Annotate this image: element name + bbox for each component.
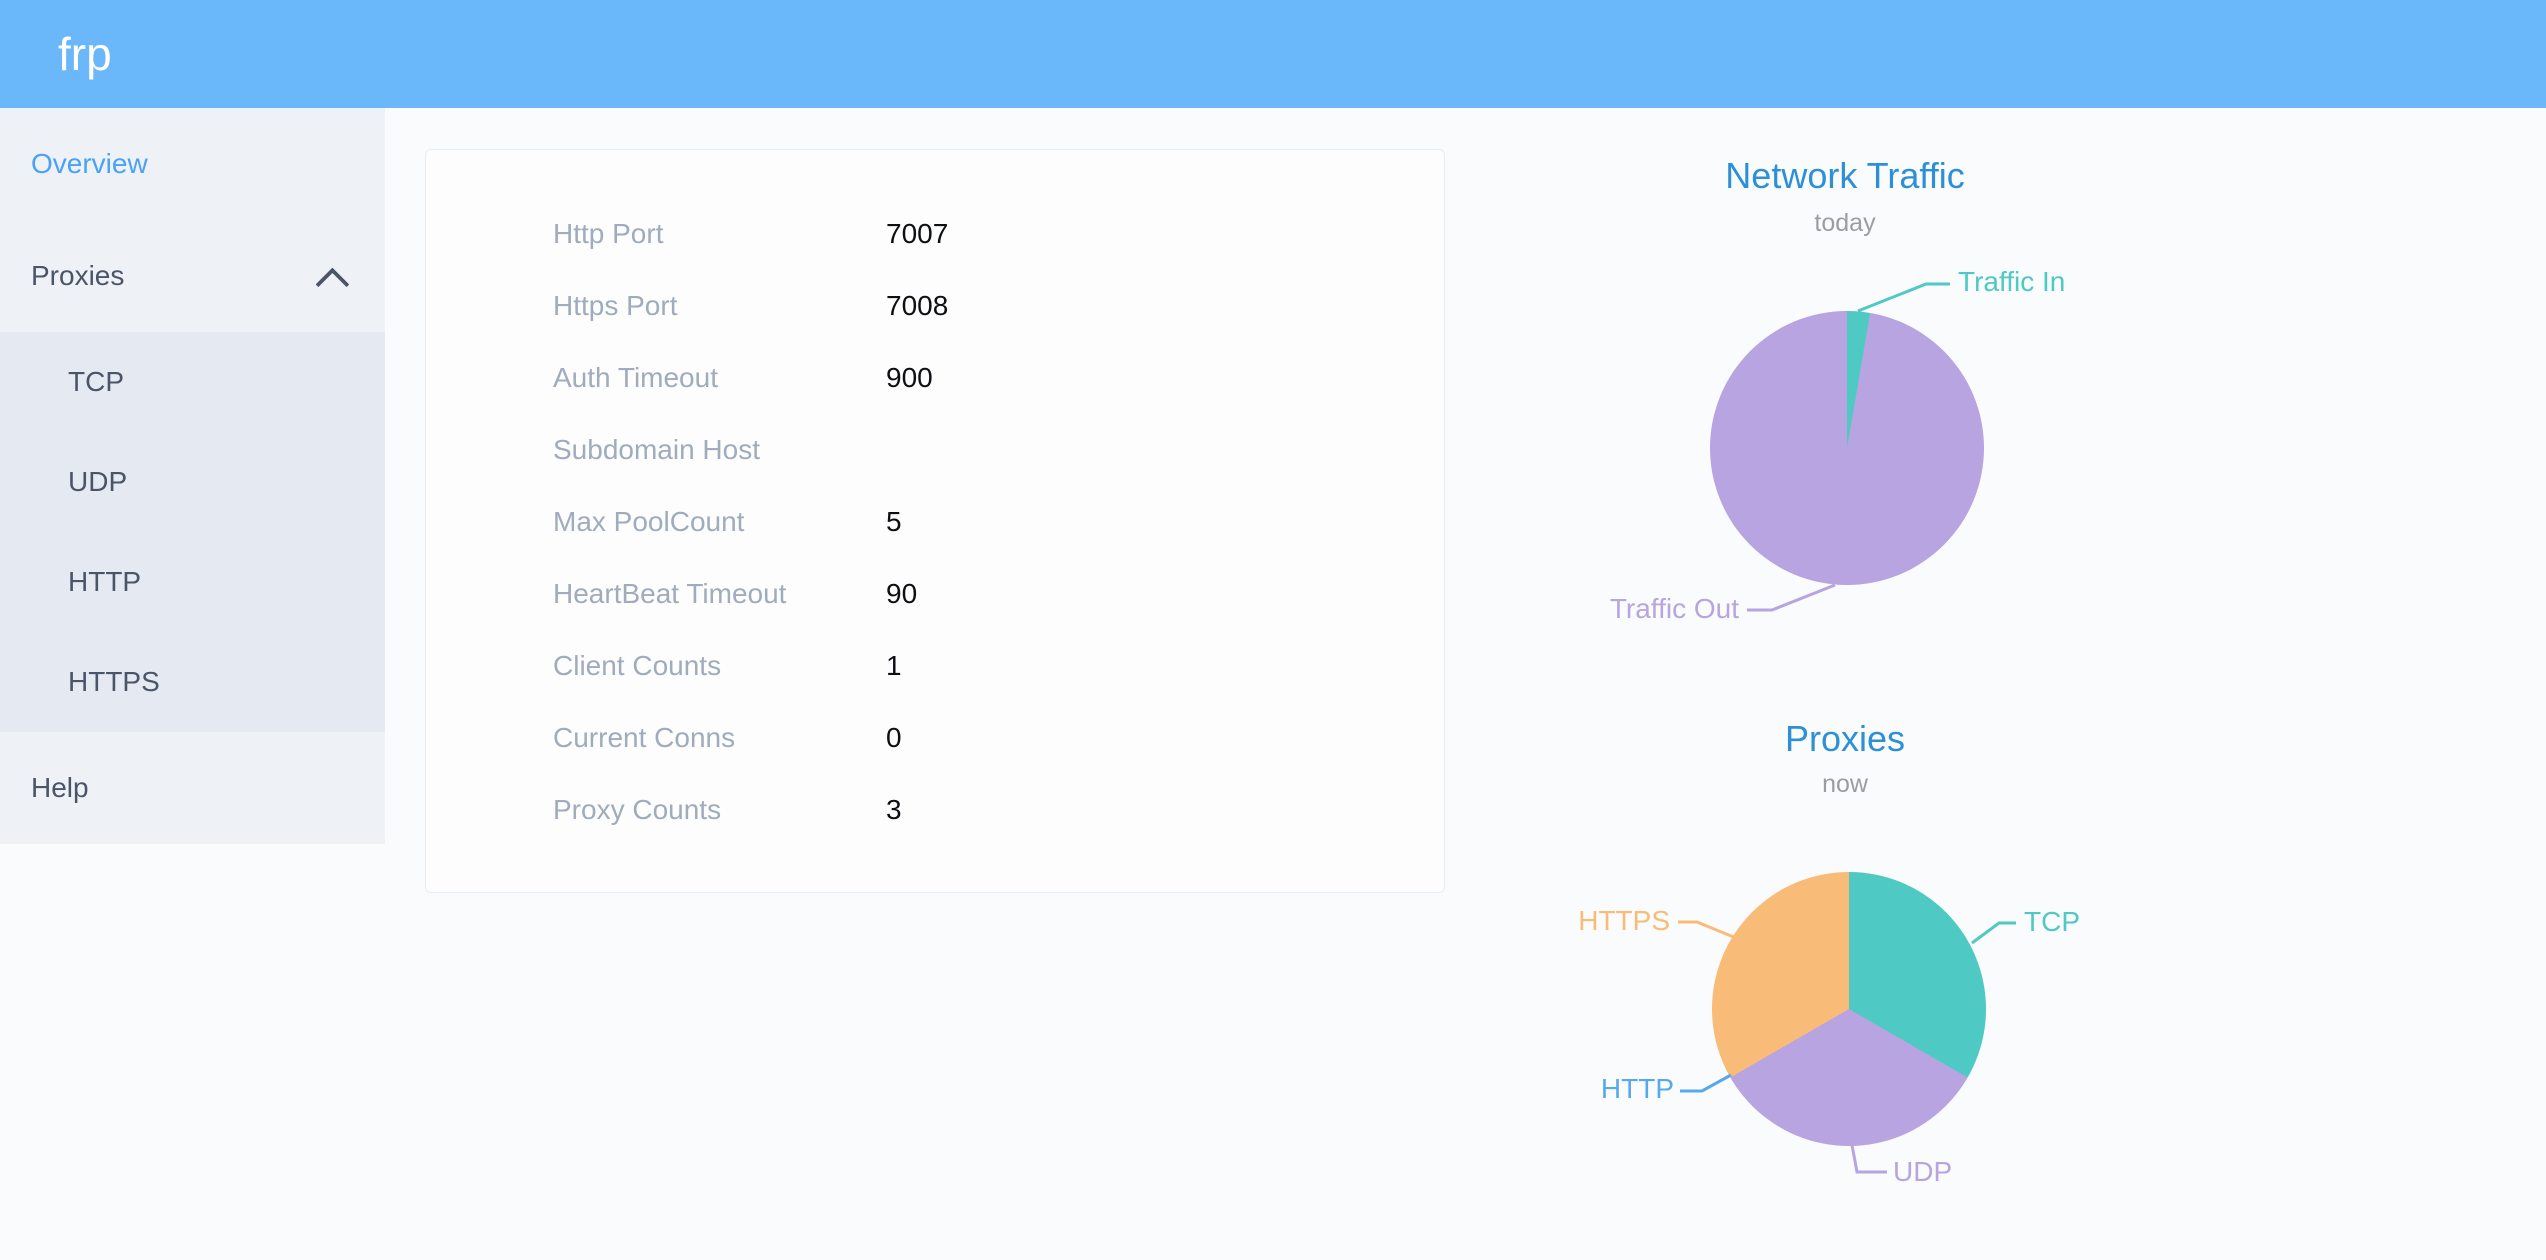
sidebar-item-overview[interactable]: Overview	[0, 108, 385, 220]
https-leader-line	[1678, 920, 1737, 940]
config-row-heartbeat-timeout: HeartBeat Timeout 90	[426, 558, 1444, 630]
config-row-client-counts: Client Counts 1	[426, 630, 1444, 702]
config-value: 0	[886, 722, 902, 753]
config-label: Auth Timeout	[553, 362, 718, 393]
sidebar-item-help-label: Help	[31, 772, 89, 803]
config-label: Http Port	[553, 218, 664, 249]
http-leader-line	[1680, 1073, 1732, 1093]
config-label: Max PoolCount	[553, 506, 745, 537]
network-traffic-title: Network Traffic	[1725, 155, 1965, 196]
config-value: 7008	[886, 290, 949, 321]
config-row-subdomain-host: Subdomain Host	[426, 414, 1444, 486]
traffic-in-leader-line	[1857, 282, 1950, 313]
app-header: frp	[0, 0, 2546, 108]
config-value: 7007	[886, 218, 949, 249]
chevron-up-icon	[315, 267, 350, 302]
sidebar-item-help[interactable]: Help	[0, 732, 385, 844]
traffic-in-label: Traffic In	[1958, 266, 2066, 297]
traffic-out-label: Traffic Out	[1609, 593, 1739, 624]
sidebar-submenu-proxies: TCP UDP HTTP HTTPS	[0, 332, 385, 732]
network-traffic-pie-chart[interactable]	[1710, 311, 1984, 585]
config-value: 90	[886, 578, 918, 609]
sidebar-item-tcp[interactable]: TCP	[68, 366, 124, 397]
proxies-pie-chart[interactable]	[1712, 872, 1986, 1146]
network-traffic-subtitle: today	[1814, 209, 1876, 237]
tcp-label: TCP	[2024, 906, 2080, 937]
sidebar-item-udp[interactable]: UDP	[68, 466, 128, 497]
sidebar-item-proxies[interactable]: Proxies	[0, 220, 385, 332]
sidebar-item-overview-label: Overview	[31, 148, 148, 179]
config-row-max-poolcount: Max PoolCount 5	[426, 486, 1444, 558]
https-label: HTTPS	[1578, 905, 1670, 936]
config-label: Subdomain Host	[553, 434, 761, 465]
config-row-https-port: Https Port 7008	[426, 270, 1444, 342]
tcp-leader-line	[1971, 921, 2016, 945]
sidebar-item-http[interactable]: HTTP	[68, 566, 142, 597]
config-row-http-port: Http Port 7007	[426, 198, 1444, 270]
server-config-card: Http Port 7007 Https Port 7008 Auth Time…	[425, 149, 1445, 893]
sidebar-item-https[interactable]: HTTPS	[68, 666, 160, 697]
config-value: 3	[886, 794, 902, 825]
proxies-title: Proxies	[1784, 718, 1906, 759]
http-label: HTTP	[1600, 1073, 1674, 1104]
config-value: 900	[886, 362, 933, 393]
udp-label: UDP	[1893, 1156, 1953, 1187]
config-label: Proxy Counts	[553, 794, 722, 825]
config-value: 5	[886, 506, 902, 537]
config-value: 1	[886, 650, 902, 681]
config-row-auth-timeout: Auth Timeout 900	[426, 342, 1444, 414]
app-logo: frp	[58, 28, 112, 80]
udp-leader-line	[1850, 1144, 1887, 1174]
traffic-out-leader-line	[1747, 583, 1836, 612]
config-label: HeartBeat Timeout	[553, 578, 787, 609]
config-row-proxy-counts: Proxy Counts 3	[426, 774, 1444, 846]
config-label: Client Counts	[553, 650, 722, 681]
config-label: Current Conns	[553, 722, 736, 753]
config-row-current-conns: Current Conns 0	[426, 702, 1444, 774]
sidebar-item-proxies-label: Proxies	[31, 260, 125, 291]
config-label: Https Port	[553, 290, 678, 321]
frp-dashboard: frp Overview Proxies TCP UDP HTTP HTTPS …	[0, 0, 2546, 1187]
sidebar: Overview Proxies TCP UDP HTTP HTTPS Help	[0, 108, 385, 844]
proxies-subtitle: now	[1822, 770, 1868, 798]
